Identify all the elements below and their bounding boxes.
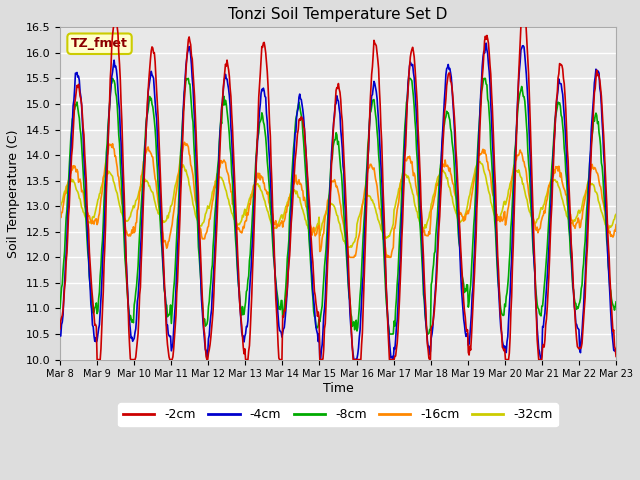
- -8cm: [612, 299, 620, 305]
- -2cm: [424, 341, 431, 347]
- -16cm: [56, 212, 64, 218]
- Line: -2cm: -2cm: [60, 17, 616, 360]
- -8cm: [124, 300, 132, 306]
- Legend: -2cm, -4cm, -8cm, -16cm, -32cm: -2cm, -4cm, -8cm, -16cm, -32cm: [118, 404, 558, 426]
- -32cm: [406, 181, 414, 187]
- -2cm: [93, 357, 101, 362]
- -2cm: [125, 326, 132, 332]
- -8cm: [424, 331, 431, 336]
- -2cm: [612, 354, 620, 360]
- -8cm: [210, 233, 218, 239]
- -32cm: [66, 177, 74, 183]
- Line: -32cm: -32cm: [60, 162, 616, 247]
- -32cm: [612, 211, 620, 217]
- -4cm: [56, 333, 64, 338]
- -8cm: [180, 89, 188, 95]
- -16cm: [407, 160, 415, 166]
- Y-axis label: Soil Temperature (C): Soil Temperature (C): [7, 129, 20, 258]
- -16cm: [612, 222, 620, 228]
- -16cm: [66, 172, 74, 178]
- -32cm: [423, 222, 431, 228]
- -32cm: [343, 244, 351, 250]
- -32cm: [56, 206, 64, 212]
- Title: Tonzi Soil Temperature Set D: Tonzi Soil Temperature Set D: [228, 7, 448, 22]
- -4cm: [124, 280, 131, 286]
- -2cm: [56, 326, 64, 332]
- -4cm: [66, 167, 74, 172]
- -4cm: [180, 98, 188, 104]
- -32cm: [476, 159, 484, 165]
- Line: -4cm: -4cm: [60, 43, 616, 360]
- -8cm: [407, 77, 415, 83]
- Text: TZ_fmet: TZ_fmet: [71, 37, 128, 50]
- -16cm: [346, 254, 354, 260]
- -32cm: [124, 218, 131, 224]
- -16cm: [180, 139, 188, 145]
- -2cm: [113, 14, 120, 20]
- -2cm: [211, 269, 218, 275]
- -2cm: [181, 81, 189, 86]
- -32cm: [209, 188, 217, 193]
- -2cm: [407, 49, 415, 55]
- -2cm: [66, 183, 74, 189]
- -16cm: [424, 233, 431, 239]
- -4cm: [612, 350, 620, 356]
- Line: -8cm: -8cm: [60, 78, 616, 334]
- -8cm: [66, 151, 74, 156]
- X-axis label: Time: Time: [323, 382, 353, 395]
- -16cm: [124, 231, 131, 237]
- -4cm: [203, 357, 211, 362]
- -16cm: [210, 191, 218, 197]
- -8cm: [386, 331, 394, 337]
- -16cm: [180, 142, 188, 147]
- -8cm: [109, 75, 116, 81]
- -4cm: [406, 59, 414, 65]
- -4cm: [210, 265, 218, 271]
- -8cm: [56, 305, 64, 311]
- -4cm: [423, 327, 431, 333]
- -4cm: [483, 40, 490, 46]
- Line: -16cm: -16cm: [60, 142, 616, 257]
- -32cm: [180, 163, 188, 169]
